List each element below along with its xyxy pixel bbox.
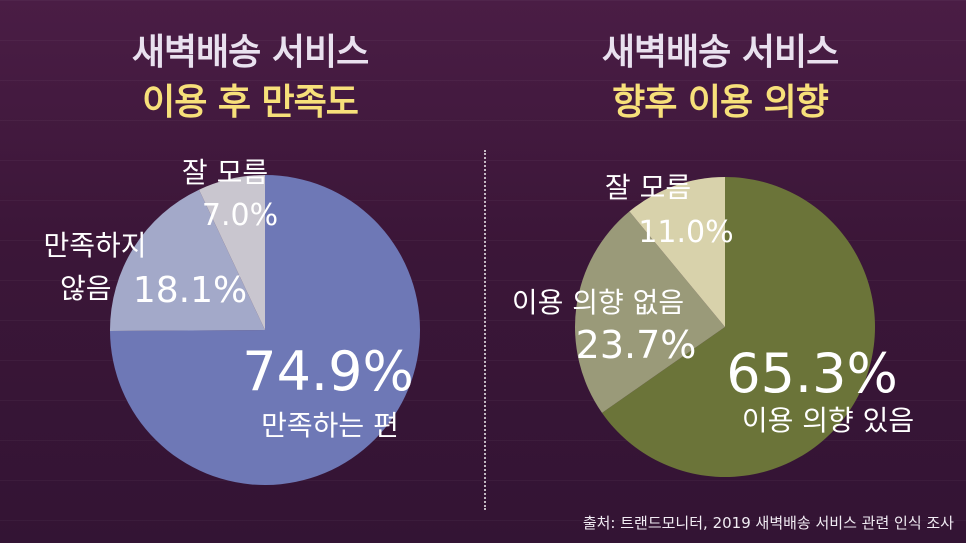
pie2-label-value-2: 23.7% (576, 323, 697, 367)
right-title-line1: 새벽배송 서비스 (601, 32, 839, 73)
pie2-label-name-2: 이용 의향 없음 (512, 286, 684, 319)
pie1-label-value-3: 7.0% (202, 198, 278, 233)
pie1-label-name-3: 잘 모름 (182, 156, 268, 189)
left-chart-title: 새벽배송 서비스 이용 후 만족도 (40, 28, 460, 128)
pie1-label-value-1: 74.9% (242, 340, 414, 403)
pie2-slice-3 (629, 177, 725, 327)
pie2-label-name-1: 이용 의향 있음 (742, 404, 914, 437)
left-title-line2: 이용 후 만족도 (142, 82, 359, 123)
pie2-slice-1 (602, 177, 875, 477)
left-title-line1: 새벽배송 서비스 (131, 32, 369, 73)
pie1-label-name-2b: 않음 (60, 272, 112, 305)
pie1-label-value-2: 18.1% (133, 270, 247, 311)
right-chart-title: 새벽배송 서비스 향후 이용 의향 (510, 28, 930, 128)
pie1-label-name-1: 만족하는 편 (261, 409, 399, 442)
right-title-line2: 향후 이용 의향 (612, 82, 829, 123)
pie2-label-name-3: 잘 모름 (605, 171, 691, 204)
pie1-slice-1 (110, 175, 421, 485)
pie2-label-value-1: 65.3% (726, 342, 898, 405)
pie2-label-value-3: 11.0% (638, 215, 733, 250)
chart-divider (484, 150, 486, 510)
source-note: 출처: 트랜드모니터, 2019 새벽배송 서비스 관련 인식 조사 (582, 514, 954, 532)
pie2-slice-2 (575, 211, 725, 413)
pie1-label-name-2a: 만족하지 (43, 229, 146, 262)
pie1-slice-3 (199, 175, 265, 330)
pie1-slice-2 (109, 189, 265, 331)
